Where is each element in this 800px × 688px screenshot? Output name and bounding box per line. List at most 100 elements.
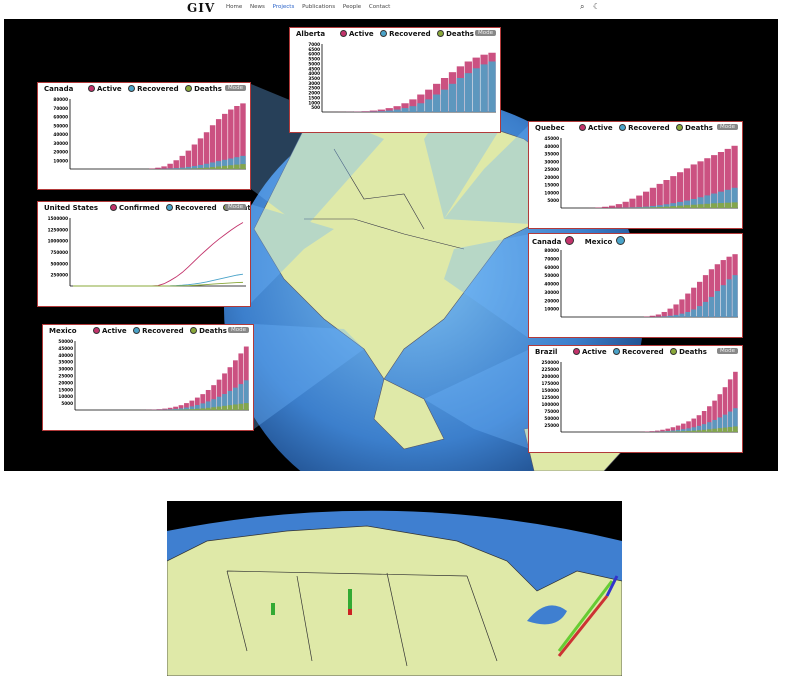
bar-active xyxy=(377,109,385,112)
bar-recovered xyxy=(167,409,173,410)
y-tick-label: 45000 xyxy=(58,346,73,351)
bar-active xyxy=(707,406,712,432)
bar-recovered xyxy=(232,387,238,410)
bar-deaths xyxy=(203,167,210,169)
bar-deaths xyxy=(184,409,189,410)
legend-deaths-label: Deaths xyxy=(199,327,227,335)
nav-link-home[interactable]: Home xyxy=(226,4,243,10)
bar-recovered xyxy=(629,207,636,208)
bar-active xyxy=(656,183,663,208)
bar-canada xyxy=(661,311,667,317)
bar-active xyxy=(179,155,186,169)
bar-active xyxy=(361,111,370,112)
nav-link-news[interactable]: News xyxy=(250,4,265,10)
united-states-chart: 1500000 1250000 1000000 750000 500000 250000 xyxy=(48,216,246,287)
bar-active xyxy=(711,155,718,208)
nav-link-publications[interactable]: Publications xyxy=(302,4,336,10)
bar-recovered xyxy=(686,428,691,432)
nav-link-projects[interactable]: Projects xyxy=(272,4,295,10)
bar-mexico xyxy=(685,311,691,317)
bar-active xyxy=(385,108,393,112)
site-logo[interactable]: GIV xyxy=(187,1,216,15)
bar-active xyxy=(178,405,184,410)
y-tick-label: 25000 xyxy=(58,374,73,379)
nav-link-people[interactable]: People xyxy=(342,4,362,10)
y-tick-label: 10000 xyxy=(58,394,73,399)
bar-active xyxy=(683,168,691,208)
bar-active xyxy=(717,152,725,208)
bar-recovered xyxy=(216,396,222,410)
bar-deaths xyxy=(683,205,691,208)
y-tick-label: 100000 xyxy=(542,402,560,407)
bar-deaths xyxy=(649,207,657,208)
chart-panel-alberta: Alberta Active Recovered Deaths Mode 700… xyxy=(289,27,501,133)
bar-active xyxy=(216,379,222,410)
deaths-legend-swatch xyxy=(676,124,684,131)
mode-button[interactable]: Mode xyxy=(717,348,738,354)
y-tick-label: 40000 xyxy=(544,144,559,149)
bar-active xyxy=(681,423,686,432)
bar-recovered xyxy=(642,206,650,208)
nav-link-contact[interactable]: Contact xyxy=(368,4,391,10)
y-tick-label: 60000 xyxy=(544,265,559,270)
chart-legend: Active Recovered Deaths xyxy=(84,85,222,93)
bar-deaths xyxy=(733,426,738,432)
bar-deaths xyxy=(211,407,217,410)
closeup-bar-alberta-deaths xyxy=(348,609,352,615)
active-legend-swatch xyxy=(88,85,95,92)
closeup-bar-quebec-total xyxy=(605,575,619,597)
bar-active xyxy=(401,103,409,112)
y-tick-label: 750000 xyxy=(51,250,69,255)
y-tick-label: 25000 xyxy=(544,167,559,172)
legend-active-label: Active xyxy=(97,85,122,93)
y-tick-label: 40000 xyxy=(58,353,73,358)
y-tick-label: 125000 xyxy=(542,395,560,400)
mode-button[interactable]: Mode xyxy=(228,327,249,333)
y-tick-label: 10000 xyxy=(544,307,559,312)
mode-button[interactable]: Mode xyxy=(225,204,246,210)
bar-active xyxy=(200,394,206,410)
bar-recovered xyxy=(697,197,704,208)
bar-recovered xyxy=(211,399,217,410)
bar-active xyxy=(722,387,728,432)
bar-deaths xyxy=(222,165,228,169)
chart-legend: Active Recovered Deaths xyxy=(89,327,227,335)
bar-active xyxy=(203,132,210,169)
bar-recovered xyxy=(717,417,723,432)
mode-button[interactable]: Mode xyxy=(225,85,246,91)
bar-active xyxy=(167,407,173,410)
bar-deaths xyxy=(189,409,195,410)
mode-button[interactable]: Mode xyxy=(717,124,738,130)
y-tick-label: 175000 xyxy=(542,381,560,386)
confirmed-legend-swatch xyxy=(110,204,117,211)
canada-legend-swatch xyxy=(565,236,575,245)
recovered-legend-swatch xyxy=(128,85,136,92)
bar-mexico xyxy=(732,275,738,317)
globe-visualization: Alberta Active Recovered Deaths Mode 700… xyxy=(4,19,778,471)
bar-recovered xyxy=(722,414,728,432)
mode-button[interactable]: Mode xyxy=(475,30,496,36)
bar-active xyxy=(228,109,234,169)
search-icon[interactable]: ⌕ xyxy=(580,2,585,11)
bar-deaths xyxy=(691,430,697,432)
bar-recovered xyxy=(649,205,657,208)
bar-active xyxy=(232,360,238,410)
y-tick-label: 10000 xyxy=(53,158,68,163)
bar-canada xyxy=(714,264,720,317)
central-america-landmass xyxy=(373,378,445,450)
chart-panel-mexico: Mexico Active Recovered Deaths Mode 5000… xyxy=(42,324,254,431)
bar-active xyxy=(663,180,670,208)
y-tick-label: 1500000 xyxy=(48,216,68,221)
chart-panel-united-states: United States Confirmed Recovered Deaths… xyxy=(37,201,251,307)
chart-panel-canada-mexico: Canada Mexico 80000 70000 60000 50000 40000 3… xyxy=(528,233,743,338)
panel-title: Mexico xyxy=(49,327,77,335)
recovered-legend-swatch xyxy=(613,348,621,355)
moon-icon[interactable]: ☾ xyxy=(593,2,601,11)
bar-recovered xyxy=(711,193,718,208)
legend-recovered-label: Recovered xyxy=(175,204,217,212)
nav-links: Home News Projects Publications People C… xyxy=(226,4,396,10)
y-tick-label: 70000 xyxy=(53,106,68,111)
bar-mexico xyxy=(661,316,667,317)
legend-recovered-label: Recovered xyxy=(622,348,664,356)
legend-deaths-label: Deaths xyxy=(194,85,222,93)
